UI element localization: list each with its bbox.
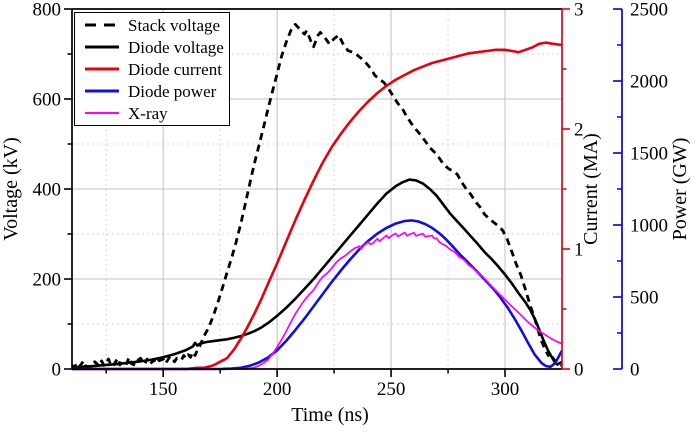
legend-item-diode-current: Diode current <box>84 59 229 79</box>
curve-diode-current <box>72 41 563 371</box>
legend-item-diode-power: Diode power <box>84 81 229 101</box>
current-tick-label: 1 <box>574 240 584 261</box>
power-tick-label: 2000 <box>630 72 668 93</box>
voltage-tick-label: 600 <box>33 90 62 111</box>
power-tick-label: 1000 <box>630 216 668 237</box>
legend-label: Diode voltage <box>128 37 224 57</box>
curve-diode-power <box>72 219 564 371</box>
curve-diode-voltage <box>71 178 563 370</box>
y-axis-label-power: Power (GW) <box>669 138 691 241</box>
legend-item-stack-voltage: Stack voltage <box>84 15 229 35</box>
legend-label: Diode power <box>128 81 217 101</box>
x-tick-label: 200 <box>263 379 292 400</box>
current-tick-label: 2 <box>574 120 584 141</box>
x-tick-label: 150 <box>149 379 178 400</box>
legend-line-sample <box>85 89 119 93</box>
power-tick-label: 1500 <box>630 144 668 165</box>
x-tick-label: 250 <box>377 379 406 400</box>
curve-x-ray <box>72 231 563 370</box>
x-axis-label: Time (ns) <box>291 404 369 426</box>
power-tick-label: 500 <box>630 288 659 309</box>
current-tick-label: 0 <box>574 360 584 381</box>
voltage-tick-label: 200 <box>33 270 62 291</box>
x-tick-label: 300 <box>491 379 520 400</box>
legend-line-sample <box>85 45 119 49</box>
legend-line-sample <box>85 112 119 114</box>
legend-item-x-ray: X-ray <box>84 103 229 123</box>
curve-stack-voltage <box>71 22 563 369</box>
legend-line-sample <box>85 67 119 71</box>
legend-label: Diode current <box>128 59 222 79</box>
legend-label: X-ray <box>128 103 168 123</box>
voltage-tick-label: 400 <box>33 180 62 201</box>
legend-label: Stack voltage <box>128 15 221 35</box>
legend: Stack voltage Diode voltage Diode current D… <box>74 12 230 126</box>
axes-layer: 150 200 250 300 0 200 400 600 800 0 1 2 3 0 500 1000 150… <box>33 0 669 400</box>
voltage-tick-label: 800 <box>33 0 62 21</box>
y-axis-label-voltage: Voltage (kV) <box>0 137 22 241</box>
curves-layer <box>71 22 564 371</box>
current-tick-label: 3 <box>574 0 584 21</box>
power-tick-label: 0 <box>630 360 640 381</box>
voltage-tick-label: 0 <box>52 360 62 381</box>
y-axis-label-current: Current (MA) <box>580 133 602 245</box>
legend-item-diode-voltage: Diode voltage <box>84 37 229 57</box>
legend-line-sample <box>85 23 119 27</box>
power-tick-label: 2500 <box>630 0 668 21</box>
